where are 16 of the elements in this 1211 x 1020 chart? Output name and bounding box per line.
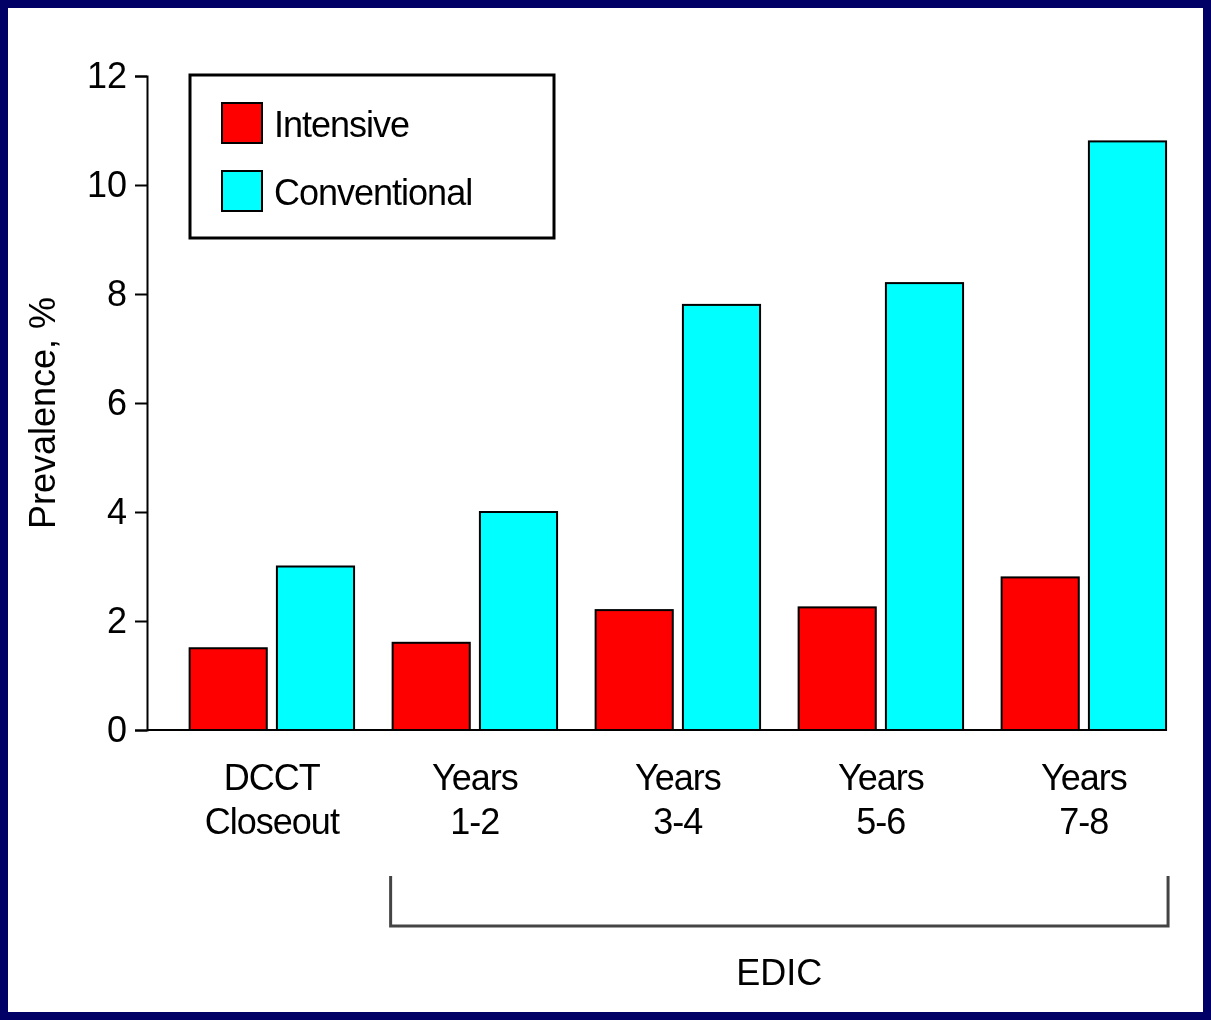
y-tick-label: 10 [86, 164, 127, 206]
y-tick-label: 4 [106, 491, 127, 533]
x-tick-label: Years 1-2 [431, 757, 518, 842]
x-tick-label: Years 7-8 [1040, 757, 1127, 842]
y-tick-label: 8 [106, 273, 127, 315]
x-tick-label: Years 3-4 [634, 757, 721, 842]
y-tick-label: 12 [86, 55, 127, 97]
y-axis-title: Prevalence, % [22, 296, 63, 530]
legend-label: Conventional [274, 172, 473, 213]
y-tick-label: 2 [106, 600, 127, 642]
x-tick-label: Years 5-6 [837, 757, 924, 842]
x-tick-label: DCCT Closeout [204, 757, 340, 842]
text: EDIC [736, 952, 823, 993]
y-tick-label: 6 [106, 382, 127, 424]
y-tick-label: 0 [106, 709, 127, 751]
legend-label: Intensive [274, 104, 410, 145]
